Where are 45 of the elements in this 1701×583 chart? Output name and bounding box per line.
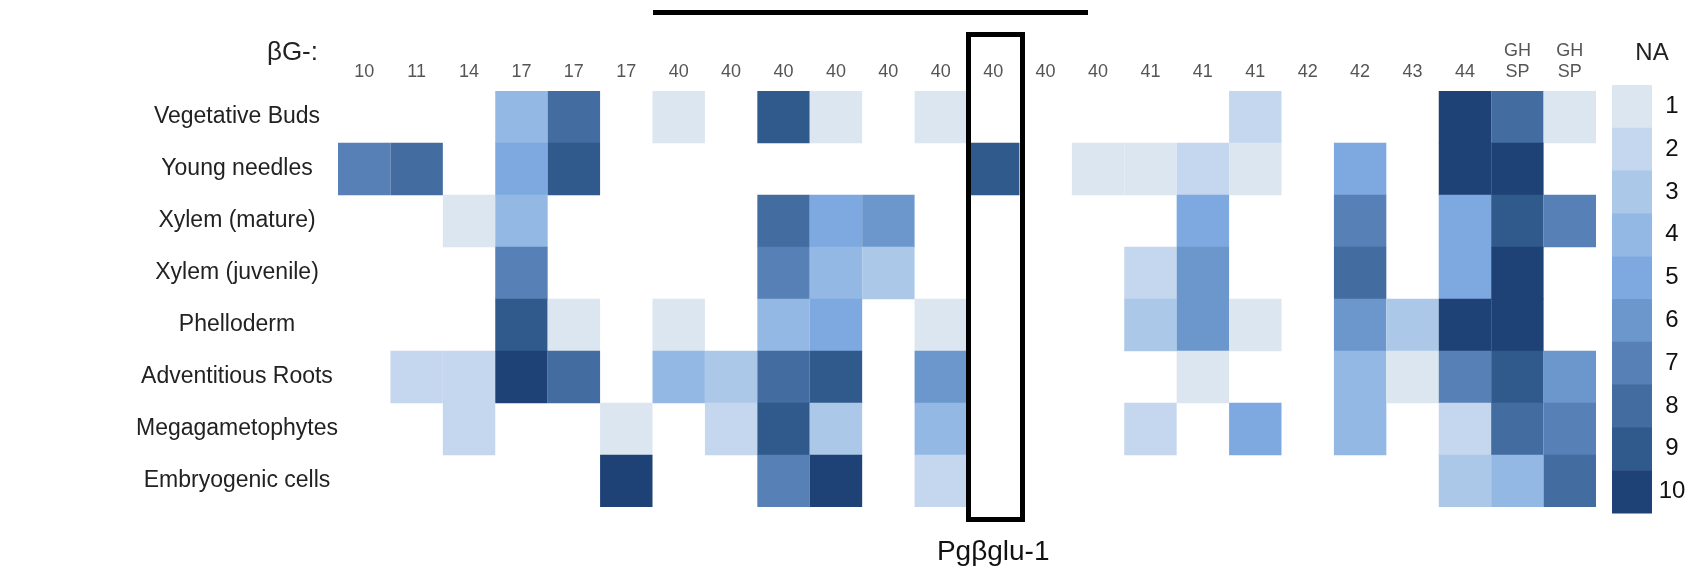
y-tick-label: Phelloderm: [178, 310, 296, 337]
color-bar-label: 10: [1658, 476, 1686, 504]
x-tick-label: 17: [616, 61, 637, 82]
color-bar-label: 3: [1665, 176, 1679, 204]
color-bar-label: 9: [1665, 433, 1679, 461]
x-tick-label: 40: [773, 61, 794, 82]
x-tick-label: 40: [668, 61, 689, 82]
x-tick-label: GH SP: [1556, 39, 1584, 82]
x-tick-label: 41: [1192, 61, 1213, 82]
color-bar-label: 4: [1665, 219, 1679, 247]
color-bar-label: 6: [1665, 305, 1679, 333]
x-axis-title: βG-:: [266, 36, 318, 67]
x-tick-label: 14: [459, 61, 480, 82]
color-bar-label: 8: [1665, 390, 1679, 418]
x-tick-label: 40: [1088, 61, 1109, 82]
color-bar-label: 5: [1665, 262, 1679, 290]
x-tick-label: GH SP: [1503, 39, 1531, 82]
x-tick-label: 41: [1245, 61, 1266, 82]
x-tick-label: 44: [1454, 61, 1475, 82]
x-tick-label: 40: [721, 61, 742, 82]
y-tick-label: Megagametophytes: [135, 414, 338, 441]
color-bar-label: 2: [1665, 133, 1679, 161]
x-tick-label: 41: [1140, 61, 1161, 82]
y-tick-label: Adventitious Roots: [141, 362, 333, 389]
text: Pgβglu-1: [936, 534, 1050, 566]
x-tick-label: 10: [354, 61, 375, 82]
color-bar-label: 1: [1665, 91, 1679, 119]
x-tick-label: 17: [511, 61, 532, 82]
y-tick-label: Embryogenic cells: [143, 466, 331, 493]
y-tick-label: Xylem (juvenile): [155, 258, 319, 285]
y-tick-label: Young needles: [161, 154, 313, 181]
x-tick-label: 40: [878, 61, 899, 82]
color-bar-label: 7: [1665, 347, 1679, 375]
y-tick-label: Vegetative Buds: [153, 102, 321, 129]
x-tick-label: 40: [825, 61, 846, 82]
x-tick-label: 42: [1350, 61, 1371, 82]
color-bar-title: NA: [1635, 37, 1669, 65]
x-tick-label: 11: [407, 61, 426, 82]
x-tick-label: 43: [1402, 61, 1423, 82]
x-tick-label: 17: [563, 61, 584, 82]
y-tick-label: Xylem (mature): [158, 206, 316, 233]
x-tick-label: 40: [1035, 61, 1056, 82]
x-tick-label: 40: [930, 61, 951, 82]
x-tick-label: 42: [1297, 61, 1318, 82]
x-tick-label: 40: [983, 61, 1004, 82]
